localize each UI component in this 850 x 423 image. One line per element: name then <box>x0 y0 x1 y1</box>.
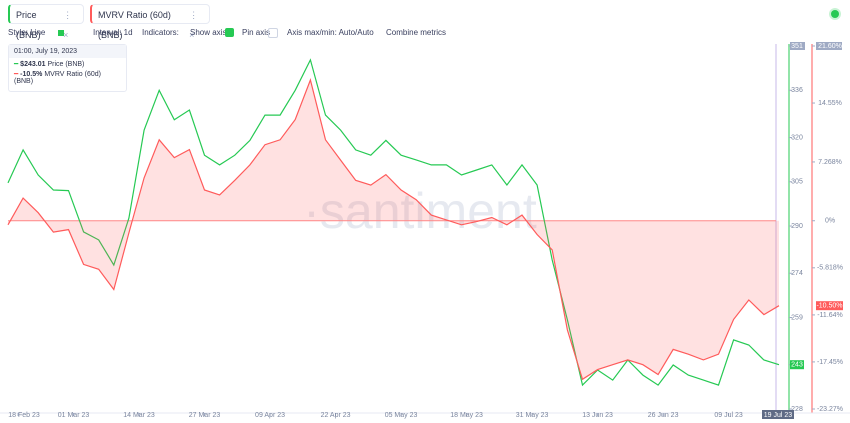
x-tick-label: 19 Jul 23 <box>764 412 793 419</box>
tick-highlight <box>816 42 842 50</box>
tooltip-value: $243.01 <box>20 61 46 68</box>
tick-highlight <box>762 410 794 419</box>
y2-tick-label: 14.55% <box>818 100 842 107</box>
tab[interactable]: Price (BNB) ⋮ × <box>8 4 84 40</box>
tick-highlight <box>790 42 805 50</box>
toolbar-item[interactable]: Interval: 1d <box>93 28 133 37</box>
tab-label: Price (BNB) <box>16 10 41 40</box>
line <box>7 78 780 381</box>
toolbar-item[interactable]: Show axis <box>190 28 227 37</box>
x-tick-label: 01 Mar 23 <box>58 412 90 419</box>
tooltip-name: Price (BNB) <box>47 61 85 68</box>
tab[interactable]: MVRV Ratio (60d) (BNB) ⋮ × <box>90 4 210 40</box>
y2-tick-label: 21.60% <box>818 43 842 50</box>
tooltip-name: MVRV Ratio (60d) (BNB) <box>14 71 101 85</box>
y2-tick-label: 0% <box>825 218 835 225</box>
watermark: ·santiment <box>303 183 537 239</box>
y2-tick-label: 7.268% <box>818 159 842 166</box>
area <box>8 80 779 380</box>
y-tick-label: 274 <box>791 270 803 277</box>
end-label-box <box>790 360 804 370</box>
end-label: -10.50% <box>816 303 842 310</box>
x-tick-label: 05 May 23 <box>385 412 418 419</box>
x-tick-label: 09 Apr 23 <box>255 412 285 419</box>
tooltip-title: 01:00, July 19, 2023 <box>9 45 126 58</box>
end-label-box <box>816 301 843 311</box>
y-tick-label: 305 <box>791 179 803 186</box>
y2-tick-label: -23.27% <box>817 406 843 413</box>
x-tick-label: 18 May 23 <box>450 412 483 419</box>
end-label: 243 <box>791 362 803 369</box>
y-tick-label: 259 <box>791 314 803 321</box>
toolbar-item[interactable]: Style: Line <box>8 28 46 37</box>
line <box>7 58 780 387</box>
checkbox[interactable] <box>225 28 234 37</box>
x-tick-label: 26 Jun 23 <box>648 412 679 419</box>
y2-tick-label: -11.64% <box>817 312 843 319</box>
y2-tick-label: -5.818% <box>817 265 843 272</box>
y-tick-label: 336 <box>791 87 803 94</box>
tab-close[interactable]: ⋮ × <box>63 10 73 40</box>
toolbar-item[interactable]: Pin axis <box>242 28 271 37</box>
x-tick-label: 09 Jul 23 <box>714 412 743 419</box>
tab-label: MVRV Ratio (60d) (BNB) <box>98 10 171 40</box>
tooltip-value: -10.5% <box>20 71 43 78</box>
y2-tick-label: -17.45% <box>817 359 843 366</box>
x-tick-label: 31 May 23 <box>516 412 549 419</box>
y-tick-label: 320 <box>791 134 803 141</box>
y-tick-label: 290 <box>791 223 803 230</box>
x-tick-label: 18 Feb 23 <box>8 412 40 419</box>
y-tick-label: 228 <box>791 406 803 413</box>
y-tick-label: 351 <box>791 43 803 50</box>
tooltip: 01:00, July 19, 2023 ━ $243.01 Price (BN… <box>8 44 127 92</box>
tab-close[interactable]: ⋮ × <box>189 10 199 40</box>
color-picker[interactable] <box>58 30 64 36</box>
toolbar-item[interactable]: Indicators: <box>142 28 179 37</box>
y-tick-label: 243 <box>791 362 803 369</box>
status-dot <box>831 10 839 18</box>
toolbar-item[interactable]: Axis max/min: Auto/Auto <box>287 28 374 37</box>
checkbox[interactable] <box>268 28 278 38</box>
toolbar-item[interactable]: Combine metrics <box>386 28 447 37</box>
x-tick-label: 13 Jun 23 <box>582 412 613 419</box>
x-tick-label: 27 Mar 23 <box>189 412 221 419</box>
x-tick-label: 14 Mar 23 <box>123 412 155 419</box>
x-tick-label: 22 Apr 23 <box>321 412 351 419</box>
